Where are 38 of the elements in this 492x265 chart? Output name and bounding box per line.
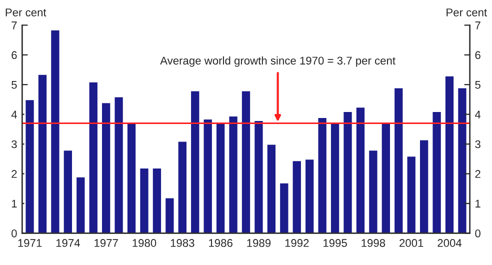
x-tick-label: 1983	[170, 239, 194, 247]
y2-tick-label: 1	[476, 200, 480, 208]
bar	[138, 167, 150, 234]
y-tick-label: 2	[12, 170, 17, 178]
bar	[253, 120, 264, 234]
y-tick-label: 1	[12, 200, 17, 208]
y-tick-label: 0	[12, 229, 17, 238]
bar	[342, 110, 354, 234]
x-tick-label: 1998	[362, 239, 386, 247]
y-tick-label: 7	[12, 22, 17, 30]
x-tick-label: 1986	[209, 239, 232, 247]
x-tick-label: 1995	[324, 239, 347, 247]
y2-tick-label: 7	[475, 22, 480, 30]
x-tick-label: 2004	[438, 239, 462, 247]
x-tick-label: 1971	[18, 239, 42, 247]
y2-tick-label: 0	[475, 229, 480, 238]
y2-axis-title: Per cent	[446, 8, 487, 16]
y-tick-label: 3	[12, 140, 17, 148]
y-axis-title: Per cent	[6, 8, 46, 16]
bar	[240, 90, 252, 234]
bar	[228, 115, 239, 234]
x-tick-label: 1980	[132, 239, 156, 247]
annotation: Average world growth since 1970 = 3.7 per cent	[160, 56, 396, 67]
y-tick-label: 5	[12, 80, 17, 89]
y-tick-label: 6	[12, 51, 17, 60]
y2-tick-label: 2	[475, 170, 480, 178]
x-tick-label: 2001	[400, 239, 424, 247]
y2-tick-label: 3	[475, 140, 480, 148]
x-tick-label: 1974	[56, 239, 80, 247]
bar	[456, 86, 468, 234]
y2-tick-label: 5	[475, 80, 480, 89]
y-tick-label: 4	[11, 110, 17, 118]
y2-tick-label: 4	[474, 110, 481, 118]
bar	[24, 98, 36, 234]
x-tick-label: 1977	[94, 239, 118, 247]
x-tick-label: 1992	[285, 239, 309, 247]
x-tick-label: 1989	[247, 239, 271, 247]
y2-tick-label: 6	[475, 51, 480, 60]
